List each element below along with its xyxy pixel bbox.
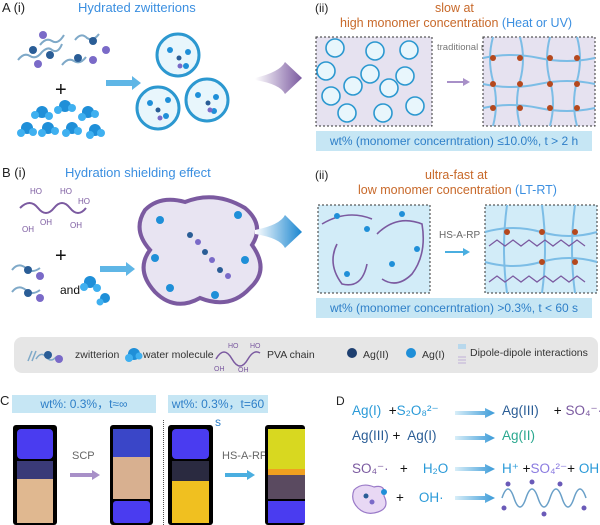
reaction-1: Ag(I) +S₂O₈²⁻ <box>352 403 439 418</box>
pva-chain-icon: HO HO OH OH <box>214 343 261 374</box>
condition-text: (LT-RT) <box>515 183 557 197</box>
arrow-icon <box>70 470 100 480</box>
concentration-text: low monomer concentration <box>358 183 512 197</box>
arrow-icon <box>225 470 255 480</box>
legend: zwitterion water molecule HO HO OH OH PVA c… <box>14 337 598 374</box>
reaction-2: Ag(III) + Ag(I) <box>352 428 437 443</box>
legend-ag1: Ag(I) <box>422 349 445 361</box>
panel-c-band-1: wt%: 0.3%，t≈∞ <box>12 395 156 413</box>
svg-text:HO: HO <box>228 343 239 350</box>
panel-b-ii-schematic: HS-A-RP <box>317 204 598 294</box>
svg-text:HO: HO <box>78 197 90 206</box>
panel-b-ii-label: (ii) <box>315 168 329 182</box>
panel-a-label: A (i) <box>2 0 26 15</box>
panel-d-label: D <box>336 394 345 408</box>
ag1-icon <box>406 348 416 358</box>
vial-photo-scp-before <box>13 425 57 525</box>
panel-a-ii-schematic: traditional method <box>315 36 596 127</box>
svg-text:OH: OH <box>22 225 34 234</box>
zwitterion-beads <box>29 31 110 68</box>
legend-zwitterion: zwitterion <box>75 349 120 361</box>
arrow-icon <box>106 76 141 90</box>
panel-b-title: Hydration shielding effect <box>65 165 211 180</box>
panel-a-ii-title-2: high monomer concentration (Heat or UV) <box>340 16 572 30</box>
shielded-blob <box>137 195 263 306</box>
and-label: and <box>60 283 80 297</box>
ag2-icon <box>347 348 357 358</box>
arrow-icon <box>447 78 470 86</box>
svg-text:OH: OH <box>214 366 225 373</box>
zwitterion-hydration-illustration: + <box>17 31 302 139</box>
arrow-icon <box>445 248 470 256</box>
reaction-1-products: Ag(III) + SO₄⁻· <box>502 403 600 418</box>
panel-b-condition-band: wt% (monomer concerntration) >0.3%, t < … <box>316 298 592 318</box>
traditional-method-label: traditional method <box>437 42 513 53</box>
svg-text:OH: OH <box>40 218 52 227</box>
big-blue-arrow-icon <box>255 215 302 248</box>
water-molecules <box>17 100 105 139</box>
concentration-text: high monomer concentration <box>340 16 499 30</box>
reaction-2-products: Ag(II) <box>502 428 536 443</box>
legend-dipole: Dipole-dipole interactions <box>470 347 588 359</box>
reaction-4: + OH· <box>396 490 444 505</box>
reaction-3-products: H⁺ +SO₄²⁻+ OH· <box>502 461 600 476</box>
panel-b-label: B (i) <box>2 165 26 180</box>
legend-water: water molecule <box>143 349 214 361</box>
pva-chain <box>19 202 87 214</box>
dipole-icon <box>458 344 466 364</box>
crosslink-points <box>490 55 580 111</box>
reaction-3: SO₄⁻· + H₂O <box>352 461 449 476</box>
water-molecule-icon <box>125 348 143 362</box>
panel-c-band-2: wt%: 0.3%，t=60 s <box>168 395 268 429</box>
panel-a-condition-band: wt% (monomer concerntration) ≤10.0%, t >… <box>316 131 592 151</box>
svg-text:HO: HO <box>60 187 72 196</box>
legend-ag2: Ag(II) <box>363 349 389 361</box>
arrow-icon <box>100 262 135 276</box>
hydration-shielding-illustration: HO HO HO OH OH OH + and <box>11 187 302 306</box>
condition-text: (Heat or UV) <box>501 16 573 30</box>
big-purple-arrow-icon <box>255 62 302 94</box>
reaction-arrows <box>455 408 495 503</box>
zwitterion-group <box>17 33 100 66</box>
vial-photo-scp-after <box>110 425 153 525</box>
hs-a-rp-method-label: HS-A-RP <box>439 230 480 241</box>
panel-a-ii-title-1: slow at <box>435 1 474 15</box>
shielded-monomer-icon <box>352 484 387 514</box>
svg-text:OH: OH <box>70 221 82 230</box>
panel-a-ii-label: (ii) <box>315 1 329 15</box>
svg-text:HO: HO <box>30 187 42 196</box>
svg-text:HO: HO <box>250 343 261 350</box>
panel-b-ii-title-1: ultra-fast at <box>425 168 488 182</box>
hs-a-rp-label: HS-A-RP <box>222 450 268 462</box>
panel-b-ii-title-2: low monomer concentration (LT-RT) <box>358 183 557 197</box>
plus-a: + <box>55 79 67 101</box>
vial-photo-hsarp-before <box>168 425 213 525</box>
hydrated-zwitterion-spheres <box>135 32 230 131</box>
plus-b: + <box>55 245 67 267</box>
shielded-solution-box <box>317 204 431 294</box>
panel-c-label: C <box>0 393 10 408</box>
zwitterion-icon <box>27 350 63 363</box>
scp-label: SCP <box>72 450 95 462</box>
vial-photo-hsarp-after <box>265 425 305 525</box>
legend-pva: PVA chain <box>267 349 315 361</box>
panel-a-title: Hydrated zwitterions <box>78 0 196 15</box>
svg-text:OH: OH <box>238 367 249 374</box>
divider <box>163 420 164 525</box>
polymer-chain-product-icon <box>501 479 587 517</box>
